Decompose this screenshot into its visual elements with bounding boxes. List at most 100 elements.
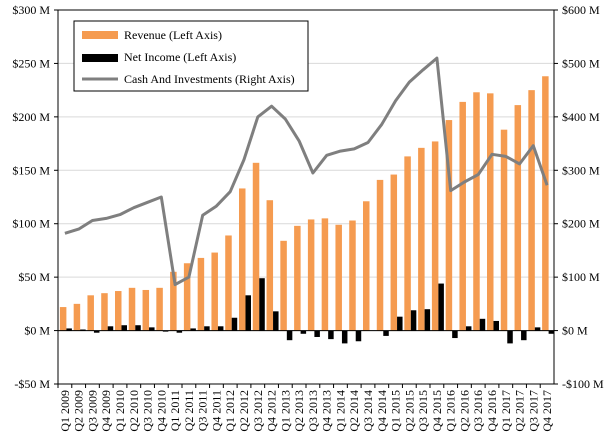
net-income-bar — [397, 316, 403, 331]
legend: Revenue (Left Axis) Net Income (Left Axi… — [73, 20, 309, 92]
net-income-bar — [135, 325, 141, 331]
right-tick-label: $200 M — [562, 217, 600, 231]
right-tick-label: $300 M — [562, 163, 600, 177]
x-tick-label: Q3 2016 — [471, 390, 485, 432]
revenue-bar — [183, 263, 191, 331]
revenue-bar — [280, 240, 287, 331]
net-income-bar — [452, 330, 458, 339]
revenue-bar — [225, 235, 232, 331]
legend-label-revenue: Revenue (Left Axis) — [124, 28, 222, 42]
right-tick-label: $100 M — [562, 270, 600, 284]
revenue-bar — [321, 218, 329, 331]
x-tick-label: Q4 2017 — [540, 390, 554, 432]
right-tick-label: $600 M — [562, 3, 600, 17]
net-income-bar — [465, 326, 472, 331]
net-income-bar — [548, 330, 555, 334]
revenue-bar — [404, 156, 411, 331]
legend-swatch-net-income — [82, 54, 118, 62]
net-income-bar — [286, 330, 293, 341]
revenue-bar — [459, 101, 466, 331]
net-income-bar — [273, 311, 279, 331]
revenue-bar — [431, 141, 439, 331]
x-tick-label: Q2 2017 — [513, 390, 527, 432]
left-tick-label: $300 M — [12, 3, 50, 17]
left-axis-ticks: -$50 M $0 M $50 M $100 M $150 M $200 M $250 M $… — [12, 3, 58, 391]
right-tick-label: $0 M — [562, 324, 588, 338]
x-tick-label: Q2 2009 — [72, 390, 86, 432]
net-income-bar — [66, 328, 72, 331]
revenue-bar — [170, 271, 177, 331]
net-income-bar — [410, 310, 417, 331]
net-income-bar — [424, 309, 431, 331]
left-tick-label: $200 M — [12, 110, 50, 124]
net-income-bar — [121, 325, 127, 331]
x-tick-label: Q2 2014 — [347, 390, 361, 432]
revenue-bar — [197, 257, 205, 331]
x-tick-label: Q2 2016 — [457, 390, 471, 432]
revenue-bar — [487, 93, 494, 331]
net-income-bar — [259, 278, 265, 331]
net-income-bar — [245, 295, 251, 331]
net-income-bar — [162, 330, 169, 332]
revenue-bar — [528, 90, 535, 331]
net-income-bar — [341, 330, 348, 344]
net-income-bar — [231, 317, 238, 331]
revenue-bar — [514, 105, 522, 331]
net-income-bar — [176, 330, 183, 333]
left-tick-label: $0 M — [24, 324, 50, 338]
x-tick-label: Q1 2013 — [278, 390, 292, 432]
revenue-bar — [142, 289, 150, 331]
revenue-bar — [418, 147, 425, 331]
x-tick-label: Q1 2011 — [168, 390, 182, 431]
x-axis-ticks: Q1 2009 Q2 2009 Q3 2009 Q4 2009 Q1 2010 Q2 20… — [57, 384, 554, 432]
net-income-bars — [66, 278, 555, 344]
revenue-bar — [473, 92, 480, 331]
cash-and-investments-line — [64, 56, 549, 287]
x-tick-label: Q2 2013 — [292, 390, 306, 432]
x-tick-label: Q4 2013 — [320, 390, 334, 432]
x-tick-label: Q3 2011 — [196, 390, 210, 431]
revenue-bar — [445, 120, 453, 331]
x-tick-label: Q1 2009 — [58, 390, 72, 432]
x-tick-label: Q3 2013 — [306, 390, 320, 432]
revenue-bar — [115, 291, 122, 331]
revenue-bar — [390, 174, 398, 331]
revenue-bar — [266, 200, 274, 331]
x-tick-label: Q3 2015 — [416, 390, 430, 432]
right-tick-label: -$100 M — [562, 377, 604, 391]
revenue-bar — [211, 252, 218, 331]
revenue-bar — [542, 76, 549, 331]
x-tick-label: Q4 2016 — [485, 390, 499, 432]
left-tick-label: -$50 M — [14, 377, 50, 391]
right-tick-label: $400 M — [562, 110, 600, 124]
x-tick-label: Q1 2017 — [499, 390, 513, 432]
x-tick-label: Q4 2014 — [375, 390, 389, 432]
net-income-bar — [300, 330, 307, 334]
revenue-bars — [59, 76, 549, 331]
x-tick-label: Q4 2015 — [430, 390, 444, 432]
revenue-bar — [156, 287, 163, 331]
revenue-bar — [128, 287, 136, 331]
x-tick-label: Q4 2012 — [265, 390, 279, 432]
x-tick-label: Q4 2010 — [154, 390, 168, 432]
x-tick-label: Q2 2011 — [182, 390, 196, 431]
revenue-bar — [73, 303, 81, 331]
x-tick-label: Q1 2016 — [444, 390, 458, 432]
x-tick-label: Q3 2017 — [526, 390, 540, 432]
net-income-bar — [383, 330, 389, 336]
left-tick-label: $50 M — [18, 270, 50, 284]
legend-label-net-income: Net Income (Left Axis) — [124, 50, 236, 64]
x-tick-label: Q4 2009 — [99, 390, 113, 432]
net-income-bar — [149, 327, 155, 331]
revenue-bar — [500, 129, 508, 331]
x-tick-label: Q3 2014 — [361, 390, 375, 432]
revenue-bar — [307, 219, 315, 331]
net-income-bar — [107, 326, 114, 331]
revenue-bar — [376, 179, 384, 331]
x-tick-label: Q1 2015 — [389, 390, 403, 432]
x-tick-label: Q3 2009 — [85, 390, 99, 432]
revenue-bar — [87, 295, 94, 331]
revenue-bar — [294, 225, 301, 331]
net-income-bar — [204, 326, 210, 331]
